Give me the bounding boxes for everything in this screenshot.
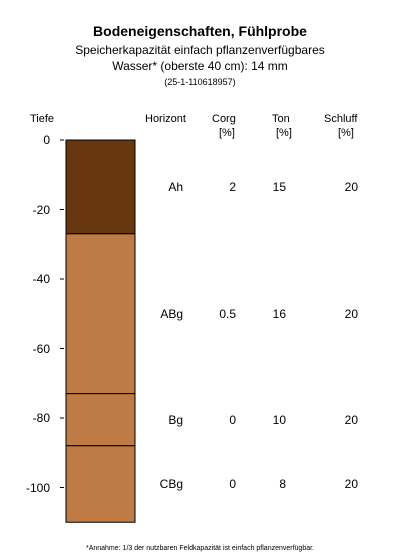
ton-column-header: Ton (272, 113, 290, 125)
chart-title: Bodeneigenschaften, Fühlprobe (93, 23, 307, 39)
corg-column-header: Corg (212, 113, 236, 125)
chart-subtitle-line1: Speicherkapazität einfach pflanzenverfüg… (75, 43, 325, 57)
depth-axis-label: Tiefe (30, 113, 55, 125)
soil-layer-bg (65, 393, 136, 447)
schluff-cell: 20 (344, 477, 358, 492)
y-tick-label: 0 (43, 133, 50, 147)
schluff-cell: 20 (344, 179, 358, 194)
corg-cell: 2 (229, 179, 236, 194)
horizon-cell: Ah (168, 179, 183, 194)
corg-unit: [%] (219, 127, 235, 139)
y-tick-label: -100 (25, 480, 50, 495)
sample-id: (25-1-110618957) (164, 77, 236, 87)
horizon-cell: CBg (159, 477, 183, 492)
schluff-cell: 20 (344, 306, 358, 321)
ton-cell: 16 (272, 306, 286, 321)
ton-cell: 8 (279, 477, 286, 492)
schluff-unit: [%] (338, 127, 354, 139)
ton-cell: 10 (272, 412, 286, 427)
ton-unit: [%] (276, 127, 292, 139)
corg-cell: 0 (229, 412, 236, 427)
corg-cell: 0 (229, 477, 236, 492)
y-tick-label: -60 (32, 341, 50, 356)
horizon-cell: ABg (160, 306, 183, 321)
soil-layer-abg (65, 233, 136, 395)
ton-cell: 15 (272, 179, 286, 194)
soil-layer-cbg (65, 445, 136, 523)
y-tick-label: -20 (32, 202, 50, 217)
chart-subtitle-line2: Wasser* (oberste 40 cm): 14 mm (112, 59, 288, 73)
schluff-column-header: Schluff (324, 113, 358, 125)
horizon-cell: Bg (168, 412, 183, 427)
footnote: *Annahme: 1/3 der nutzbaren Feldkapazitä… (85, 545, 315, 552)
corg-cell: 0.5 (219, 306, 236, 321)
y-tick-label: -40 (32, 272, 50, 286)
y-tick-label: -80 (32, 411, 50, 425)
horizon-column-header: Horizont (145, 113, 186, 125)
schluff-cell: 20 (344, 412, 358, 427)
